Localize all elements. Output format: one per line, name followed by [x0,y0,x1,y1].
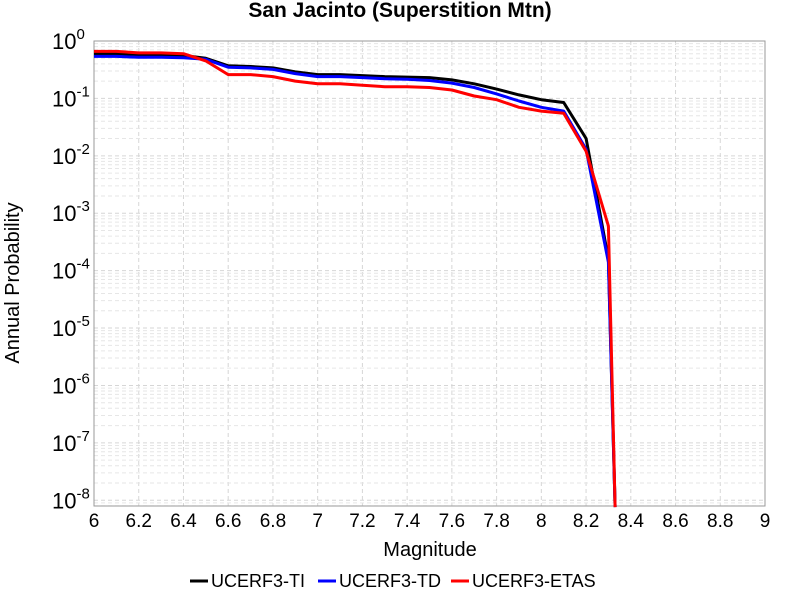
series-line-ucerf3-ti [94,52,617,508]
y-tick-label: 10-6 [52,370,90,398]
x-tick-label: 7.6 [439,511,465,532]
legend-label: UCERF3-ETAS [472,571,596,591]
x-axis-ticks: 6 6.2 6.4 6.6 6.8 7 7.2 7.4 7.6 7.8 8 8.2 8.4 8.6 8.8 9 [89,511,771,532]
plot-area [93,40,766,507]
x-tick-label: 8.4 [618,511,645,532]
y-tick-label: 10-8 [52,485,90,513]
y-tick-label: 10-5 [52,313,90,341]
y-tick-label: 10-7 [52,428,90,456]
x-tick-label: 6 [89,511,100,532]
y-tick-label: 10-1 [52,83,90,111]
x-tick-label: 6.8 [260,511,286,532]
legend: UCERF3-TI UCERF3-TD UCERF3-ETAS [190,571,596,591]
x-tick-label: 8.2 [573,511,599,532]
x-tick-label: 7.2 [349,511,375,532]
x-tick-label: 8.8 [707,511,733,532]
x-tick-label: 7.8 [483,511,509,532]
series-line-ucerf3-etas [94,49,617,508]
y-axis-label: Annual Probability [2,202,24,363]
grid [93,40,766,507]
series-layer [94,49,617,508]
x-axis-label: Magnitude [383,539,476,561]
x-tick-label: 6.2 [126,511,152,532]
y-tick-label: 10-2 [52,141,90,169]
legend-label: UCERF3-TD [339,571,441,591]
x-tick-label: 8 [536,511,547,532]
legend-label: UCERF3-TI [211,571,305,591]
x-tick-label: 6.4 [170,511,197,532]
y-tick-label: 10-4 [52,256,90,284]
x-tick-label: 7 [312,511,323,532]
chart-title: San Jacinto (Superstition Mtn) [248,0,551,22]
y-axis-ticks: 100 10-1 10-2 10-3 10-4 10-5 10-6 10-7 10-8 [52,26,90,513]
x-tick-label: 6.6 [215,511,241,532]
x-tick-label: 8.6 [662,511,688,532]
y-tick-label: 10-3 [52,198,90,226]
x-tick-label: 9 [760,511,771,532]
series-line-ucerf3-td [94,54,617,508]
y-tick-label: 100 [52,26,85,54]
x-tick-label: 7.4 [394,511,421,532]
